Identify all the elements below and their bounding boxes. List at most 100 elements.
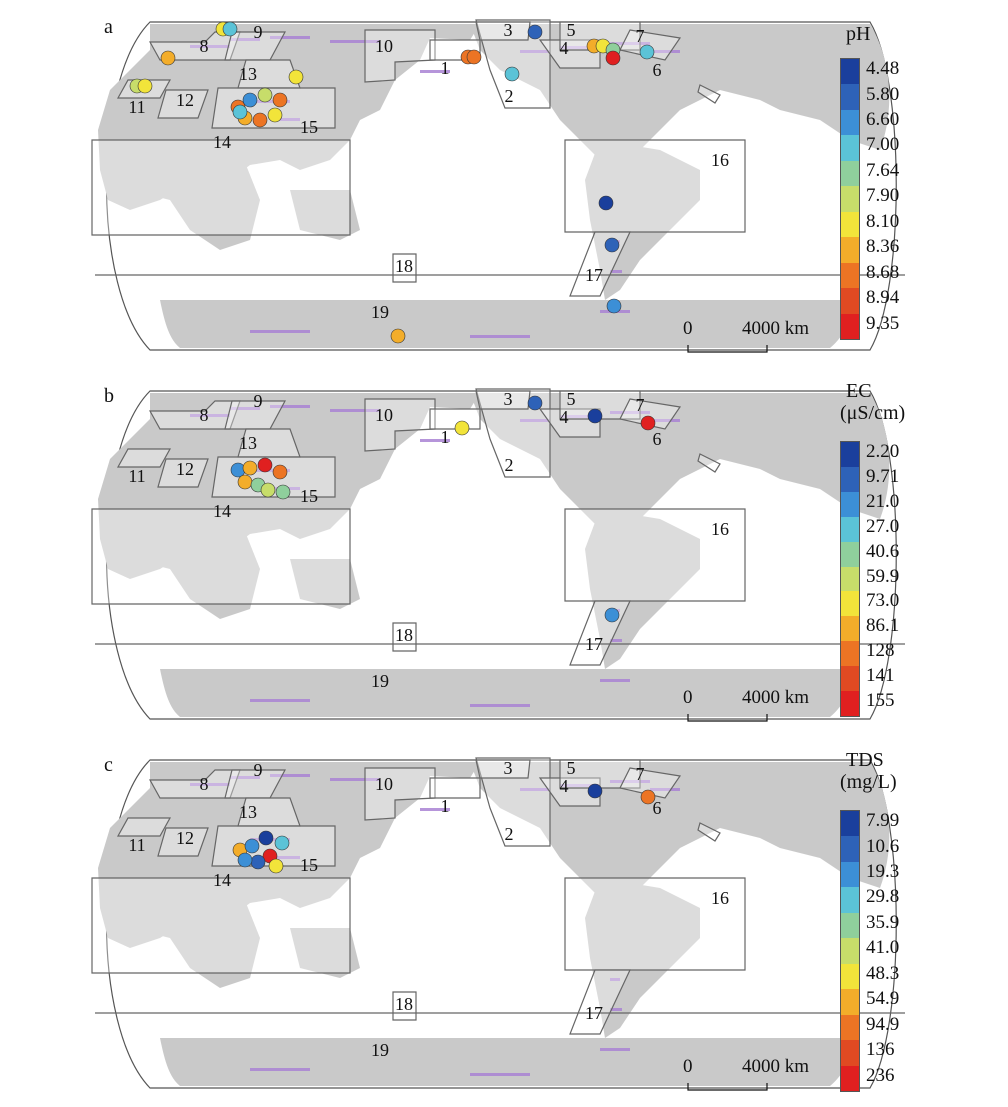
legend-tick-label: 4.48 <box>866 58 900 80</box>
legend-tick-label: 19.3 <box>866 861 900 882</box>
region-label: 10 <box>375 36 393 56</box>
glacier-area <box>610 639 622 642</box>
site-marker <box>272 464 288 480</box>
region-label: 3 <box>504 20 513 40</box>
region-label: 8 <box>200 36 209 56</box>
region-box <box>475 388 551 478</box>
glacier-area <box>230 776 260 779</box>
glacier-area <box>190 783 230 786</box>
legend-tick-label: 10.6 <box>866 835 900 857</box>
region-box <box>91 139 351 236</box>
site-marker <box>230 462 246 478</box>
region-label: 16 <box>711 519 729 539</box>
legend-swatch <box>841 989 859 1015</box>
region-label: 19 <box>371 302 389 322</box>
region-box <box>364 29 436 83</box>
region-label: 5 <box>567 20 576 40</box>
glacier-area <box>270 405 310 408</box>
legend-tick-label: 236 <box>866 1064 895 1086</box>
glacier-area <box>250 330 310 333</box>
legend-swatch <box>841 186 859 212</box>
site-marker <box>274 835 290 851</box>
region-label: 3 <box>504 389 513 409</box>
scale-bar <box>687 345 768 353</box>
site-marker <box>237 852 253 868</box>
legend-tick-label: 8.10 <box>866 210 900 232</box>
region-label: 9 <box>254 22 263 42</box>
legend-tick-label: 73.0 <box>866 590 900 612</box>
legend-swatch <box>841 211 859 238</box>
site-marker <box>244 838 260 854</box>
legend-swatch <box>841 641 859 667</box>
region-label: 14 <box>213 501 231 521</box>
landmass <box>120 878 260 988</box>
region-box <box>564 508 746 602</box>
landmass <box>585 509 700 669</box>
landmass <box>470 24 890 160</box>
glacier-area <box>610 411 650 414</box>
region-box <box>157 827 209 857</box>
legend-swatch <box>841 313 859 339</box>
legend-swatch <box>841 516 859 542</box>
region-label: 4 <box>560 776 569 796</box>
region-label: 13 <box>239 64 257 84</box>
legend-swatch <box>841 836 859 862</box>
region-box <box>475 759 531 779</box>
region-label: 15 <box>300 855 318 875</box>
glacier-area <box>520 50 550 53</box>
legend-tick-label: 136 <box>866 1039 895 1061</box>
glacier-area <box>270 118 300 121</box>
panel-letter: a <box>104 16 113 38</box>
scale-distance: 4000 km <box>742 318 810 339</box>
site-marker <box>604 607 620 623</box>
landmass <box>470 393 890 529</box>
region-label: 9 <box>254 760 263 780</box>
glacier-area <box>610 270 622 273</box>
region-label: 15 <box>300 486 318 506</box>
legend-swatch <box>841 616 859 642</box>
legend-swatch <box>841 691 859 716</box>
glacier-area <box>250 699 310 702</box>
map-panel-ph: 1 2 3 4 5 6 7 8 9 10 11 12 13 14 15 16 17 18 19 a pH 4.48 5… <box>0 0 1008 369</box>
legend-tick-label: 9.35 <box>866 312 900 334</box>
legend-tick-label: 8.36 <box>866 236 900 258</box>
region-box <box>564 877 746 971</box>
legend-tick-label: 8.94 <box>866 287 900 309</box>
legend-swatch <box>841 912 859 939</box>
region-label: 2 <box>505 86 514 106</box>
legend-swatch <box>841 861 859 888</box>
legend-unit: (μS/cm) <box>840 402 906 424</box>
glacier-area <box>230 407 260 410</box>
scale-distance: 4000 km <box>742 1056 810 1077</box>
legend-tick-label: 41.0 <box>866 937 900 959</box>
site-marker <box>640 789 656 805</box>
legend-swatch <box>841 288 859 314</box>
region-label: 12 <box>176 459 194 479</box>
region-label: 5 <box>567 389 576 409</box>
region-box <box>538 777 601 807</box>
landmass <box>585 878 700 1038</box>
glacier-area <box>470 1073 530 1076</box>
glacier-area <box>420 70 450 73</box>
legend-tick-label: 141 <box>866 665 895 687</box>
legend-swatch <box>841 262 859 289</box>
legend-swatch <box>841 963 859 990</box>
region-label: 12 <box>176 90 194 110</box>
region-label: 13 <box>239 433 257 453</box>
region-label: 13 <box>239 802 257 822</box>
legend-swatch <box>841 541 859 567</box>
region-box <box>91 508 351 605</box>
glacier-area <box>650 788 680 791</box>
glacier-area <box>190 414 230 417</box>
legend-tick-label: 59.9 <box>866 565 900 587</box>
site-marker <box>137 78 153 94</box>
legend-swatch <box>841 237 859 263</box>
legend-tick-label: 6.60 <box>866 109 900 130</box>
legend-tick-label: 8.68 <box>866 261 900 283</box>
site-marker <box>288 69 304 85</box>
glacier-area <box>250 1068 310 1071</box>
landmass <box>290 559 360 609</box>
